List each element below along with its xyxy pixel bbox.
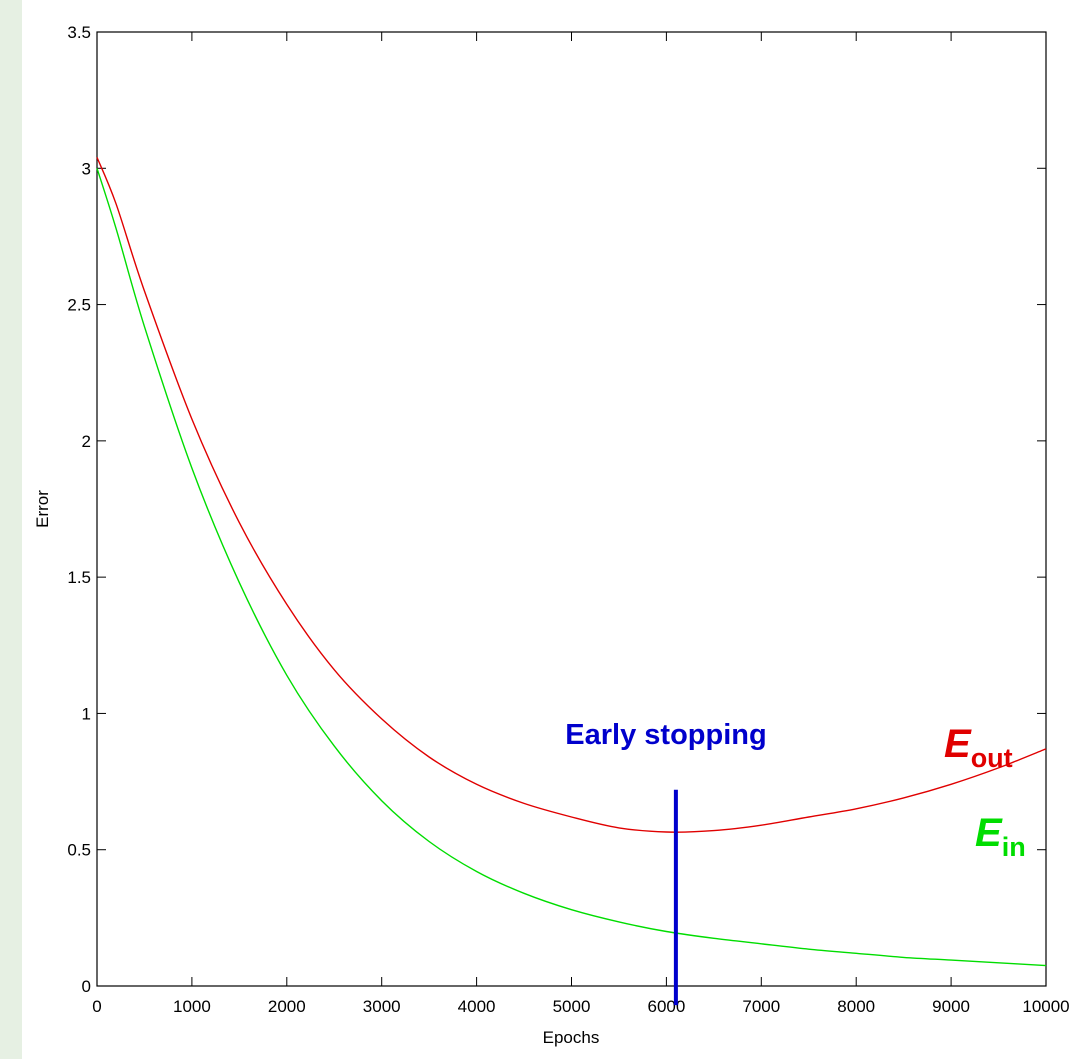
annotation-layer: Early stopping (565, 719, 767, 1006)
series-label-e-out: Eout (944, 722, 1013, 773)
series-label-main: E (944, 722, 972, 766)
y-tick-label: 1 (82, 704, 91, 723)
x-tick-label: 7000 (742, 997, 780, 1016)
x-tick-label: 1000 (173, 997, 211, 1016)
y-tick-label: 2 (82, 432, 91, 451)
y-tick-label: 3.5 (67, 23, 91, 42)
x-tick-label: 10000 (1022, 997, 1069, 1016)
x-axis: 0 1000 2000 3000 4000 5000 6000 7000 8000 9000 100… (92, 32, 1070, 1016)
x-tick-label: 5000 (553, 997, 591, 1016)
y-tick-label: 3 (82, 159, 91, 178)
y-tick-label: 0.5 (67, 841, 91, 860)
y-tick-label: 2.5 (67, 296, 91, 315)
series-label-sub: in (1002, 832, 1026, 862)
x-tick-label: 4000 (458, 997, 496, 1016)
series-line-e-in (96, 168, 1047, 967)
x-axis-label: Epochs (543, 1028, 600, 1047)
x-tick-label: 2000 (268, 997, 306, 1016)
x-tick-label: 9000 (932, 997, 970, 1016)
plot-area (96, 31, 1047, 987)
x-tick-label: 3000 (363, 997, 401, 1016)
y-axis: 0 0.5 1 1.5 2 2.5 3 3.5 (67, 23, 1046, 996)
x-tick-label: 0 (92, 997, 101, 1016)
x-tick-label: 6000 (647, 997, 685, 1016)
series-label-sub: out (971, 743, 1013, 773)
series-label-e-in: Ein (975, 811, 1026, 862)
y-axis-label: Error (33, 490, 52, 528)
y-tick-label: 0 (82, 977, 91, 996)
series-label-main: E (975, 811, 1003, 855)
y-tick-label: 1.5 (67, 568, 91, 587)
early-stopping-label: Early stopping (565, 719, 766, 751)
series-line-e-out (96, 157, 1047, 833)
x-tick-label: 8000 (837, 997, 875, 1016)
